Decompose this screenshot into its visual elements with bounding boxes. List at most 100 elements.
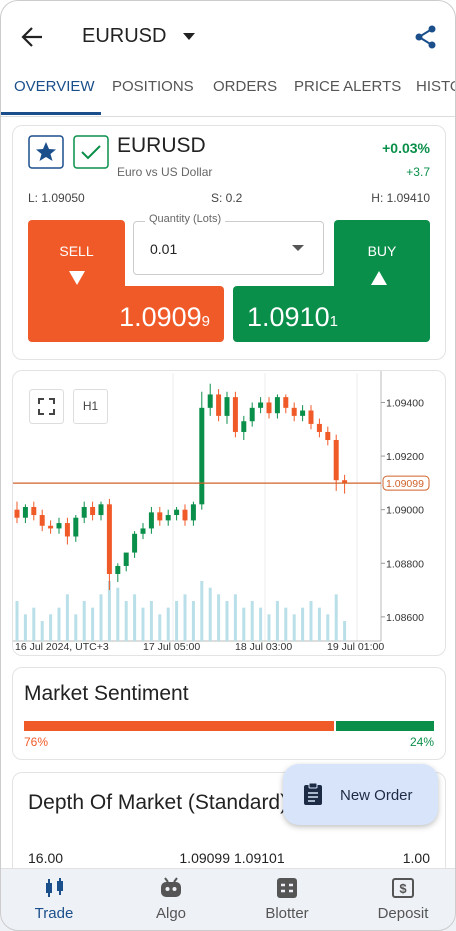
volume-bar	[284, 607, 288, 641]
quantity-input[interactable]	[133, 221, 324, 275]
back-icon[interactable]	[20, 24, 46, 50]
candle-body	[115, 565, 121, 574]
depth-bid: 1.09099	[179, 850, 230, 866]
chart-card: 16 Jul 2024, UTC+3 17 Jul 05:00 18 Jul 03:…	[12, 370, 446, 656]
header-title[interactable]: EURUSD	[82, 25, 167, 47]
candle-body	[291, 407, 297, 416]
sentiment-bar	[24, 721, 434, 731]
candle-body	[123, 552, 129, 566]
tab[interactable]: POSITIONS	[112, 78, 194, 95]
volume-bar	[65, 594, 69, 641]
candle-body	[300, 410, 306, 416]
fullscreen-button[interactable]	[29, 389, 64, 424]
volume-bar	[242, 607, 246, 641]
candle-body	[283, 397, 289, 408]
price-line-label: 1.09099	[386, 478, 424, 490]
watchlist-button[interactable]	[73, 135, 109, 169]
y-tick-label: 1.09000	[386, 505, 424, 517]
tab[interactable]: OVERVIEW	[14, 78, 95, 95]
change-points: +3.7	[406, 165, 430, 179]
volume-bar	[326, 614, 330, 641]
tab[interactable]: PRICE ALERTS	[294, 78, 402, 95]
nav-label[interactable]: Trade	[34, 905, 74, 922]
x-tick-label: 16 Jul 2024, UTC+3	[15, 641, 109, 653]
volume-bar	[317, 607, 321, 641]
candle-body	[39, 515, 45, 526]
buy-sentiment-bar	[335, 721, 434, 731]
candle-body	[22, 507, 28, 518]
low: L: 1.09050	[28, 191, 85, 205]
algo-icon[interactable]	[159, 877, 183, 899]
volume-bar	[267, 614, 271, 641]
volume-bar	[141, 607, 145, 641]
candle-body	[258, 402, 264, 408]
timeframe-button[interactable]: H1	[73, 389, 108, 424]
candle-body	[81, 507, 87, 518]
candle-body	[148, 512, 154, 529]
volume-bar	[116, 587, 120, 641]
candle-body	[216, 394, 222, 416]
volume-bar	[149, 601, 153, 641]
y-tick-label: 1.08600	[386, 612, 424, 624]
price-chart: 16 Jul 2024, UTC+3 17 Jul 05:00 18 Jul 03:…	[13, 371, 430, 653]
volume-bar	[225, 601, 229, 641]
candle-body	[266, 402, 272, 414]
volume-bar	[334, 594, 338, 641]
favorite-button[interactable]	[28, 135, 64, 169]
volume-bar	[133, 594, 137, 641]
tab[interactable]: HISTORY	[416, 78, 456, 95]
sell-price-button[interactable]	[28, 286, 224, 342]
tab[interactable]: ORDERS	[213, 78, 278, 95]
buy-price-button[interactable]	[233, 286, 430, 342]
candle-body	[249, 407, 255, 422]
volume-bar	[158, 614, 162, 641]
candle-body	[224, 397, 230, 416]
candle-body	[48, 525, 54, 529]
blotter-icon[interactable]	[276, 877, 298, 899]
candle-body	[190, 504, 196, 521]
change-percent: +0.03%	[382, 140, 430, 156]
candle-body	[64, 523, 70, 537]
symbol: EURUSD	[117, 134, 206, 157]
tab-bar: OVERVIEW POSITIONS ORDERS PRICE ALERTS H…	[0, 70, 456, 117]
volume-bar	[124, 601, 128, 641]
candle-body	[106, 504, 112, 574]
trade-icon[interactable]	[44, 877, 66, 899]
new-order-label: New Order	[340, 787, 413, 804]
sell-price: 1.09099	[119, 302, 210, 333]
description: Euro vs US Dollar	[117, 165, 213, 179]
depth-ask: 1.09101	[234, 850, 285, 866]
volume-bar	[233, 594, 237, 641]
volume-bar	[82, 601, 86, 641]
tab-indicator	[0, 112, 101, 115]
candle-body	[56, 523, 62, 529]
volume-bar	[217, 594, 221, 641]
volume-bar	[208, 587, 212, 641]
volume-bar	[49, 614, 53, 641]
sell-price-main: 1.0909	[119, 302, 202, 332]
candle-body	[308, 410, 314, 424]
sell-sentiment-bar	[24, 721, 334, 731]
volume-bar	[309, 601, 313, 641]
volume-bar	[99, 594, 103, 641]
volume-bar	[200, 581, 204, 641]
volume-bar	[57, 607, 61, 641]
candle-body	[165, 515, 171, 521]
nav-label[interactable]: Deposit	[377, 905, 429, 922]
share-icon[interactable]	[413, 24, 439, 50]
nav-label[interactable]: Algo	[155, 905, 187, 922]
candle-body	[14, 509, 20, 518]
buy-pip: 1	[329, 313, 338, 330]
volume-bar	[32, 607, 36, 641]
candle-body	[98, 504, 104, 516]
nav-label[interactable]: Blotter	[265, 905, 309, 922]
candle-body	[140, 528, 146, 534]
deposit-icon[interactable]: $	[391, 877, 415, 899]
bottom-nav	[0, 868, 456, 931]
dropdown-icon[interactable]	[182, 31, 196, 41]
quantity-label: Quantity (Lots)	[145, 213, 226, 225]
x-tick-label: 18 Jul 03:00	[235, 641, 292, 653]
sentiment-card	[12, 667, 446, 760]
candle-body	[199, 407, 205, 505]
